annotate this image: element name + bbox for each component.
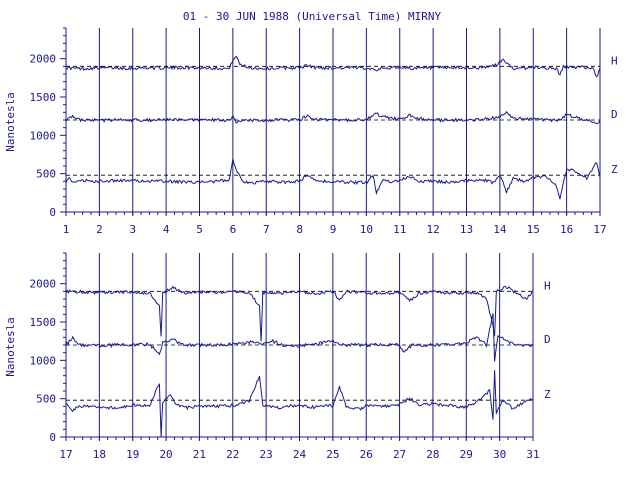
x-tick-label: 10 xyxy=(360,223,373,236)
series-line-z xyxy=(65,370,534,438)
series-line-h xyxy=(65,285,534,342)
y-tick-label: 1500 xyxy=(30,91,57,104)
y-tick-label: 2000 xyxy=(30,53,57,66)
y-tick-label: 1500 xyxy=(30,316,57,329)
x-tick-label: 17 xyxy=(59,448,72,461)
x-tick-label: 11 xyxy=(393,223,406,236)
x-tick-label: 1 xyxy=(63,223,70,236)
series-label-d: D xyxy=(544,333,551,346)
x-tick-label: 6 xyxy=(230,223,237,236)
x-tick-label: 20 xyxy=(159,448,172,461)
x-tick-label: 21 xyxy=(193,448,206,461)
x-tick-label: 26 xyxy=(360,448,373,461)
x-tick-label: 7 xyxy=(263,223,270,236)
series-line-d xyxy=(65,313,534,362)
y-tick-label: 0 xyxy=(49,206,56,219)
x-tick-label: 8 xyxy=(296,223,303,236)
x-tick-label: 16 xyxy=(560,223,573,236)
series-label-z: Z xyxy=(611,163,618,176)
x-tick-label: 17 xyxy=(593,223,606,236)
y-tick-label: 500 xyxy=(36,168,56,181)
y-tick-label: 1000 xyxy=(30,354,57,367)
y-axis-label-top: Nanotesla xyxy=(4,92,17,152)
x-tick-label: 24 xyxy=(293,448,307,461)
y-axis-label-bottom: Nanotesla xyxy=(4,317,17,377)
y-tick-label: 2000 xyxy=(30,278,57,291)
x-tick-label: 5 xyxy=(196,223,203,236)
x-tick-label: 22 xyxy=(226,448,239,461)
x-tick-label: 15 xyxy=(527,223,540,236)
series-label-h: H xyxy=(544,279,551,292)
y-tick-label: 1000 xyxy=(30,129,57,142)
x-tick-label: 3 xyxy=(129,223,136,236)
x-tick-label: 4 xyxy=(163,223,170,236)
x-tick-label: 14 xyxy=(493,223,507,236)
x-tick-label: 13 xyxy=(460,223,473,236)
x-tick-label: 9 xyxy=(330,223,337,236)
panel-top: Nanotesla 1 2 3 4 5 6 7 8 9 10 11 12 13 14 15 16 1705001… xyxy=(4,27,618,236)
series-line-h xyxy=(65,55,601,78)
series-line-d xyxy=(65,110,601,125)
series-line-z xyxy=(65,158,601,200)
panel-bottom: Nanotesla 17 18 19 20 21 22 23 24 25 26 27 28 29 30 31… xyxy=(4,252,551,461)
x-tick-label: 18 xyxy=(93,448,106,461)
x-tick-label: 19 xyxy=(126,448,139,461)
series-label-z: Z xyxy=(544,388,551,401)
y-tick-label: 500 xyxy=(36,393,56,406)
x-tick-label: 23 xyxy=(260,448,273,461)
x-tick-label: 25 xyxy=(326,448,339,461)
x-tick-label: 29 xyxy=(460,448,473,461)
x-tick-label: 12 xyxy=(427,223,440,236)
x-tick-label: 27 xyxy=(393,448,406,461)
x-tick-label: 28 xyxy=(426,448,439,461)
x-tick-label: 2 xyxy=(96,223,103,236)
x-tick-label: 30 xyxy=(493,448,506,461)
series-label-d: D xyxy=(611,108,618,121)
y-tick-label: 0 xyxy=(49,431,56,444)
x-tick-label: 31 xyxy=(526,448,539,461)
series-label-h: H xyxy=(611,54,618,67)
chart-title: 01 - 30 JUN 1988 (Universal Time) MIRNY xyxy=(183,10,442,23)
